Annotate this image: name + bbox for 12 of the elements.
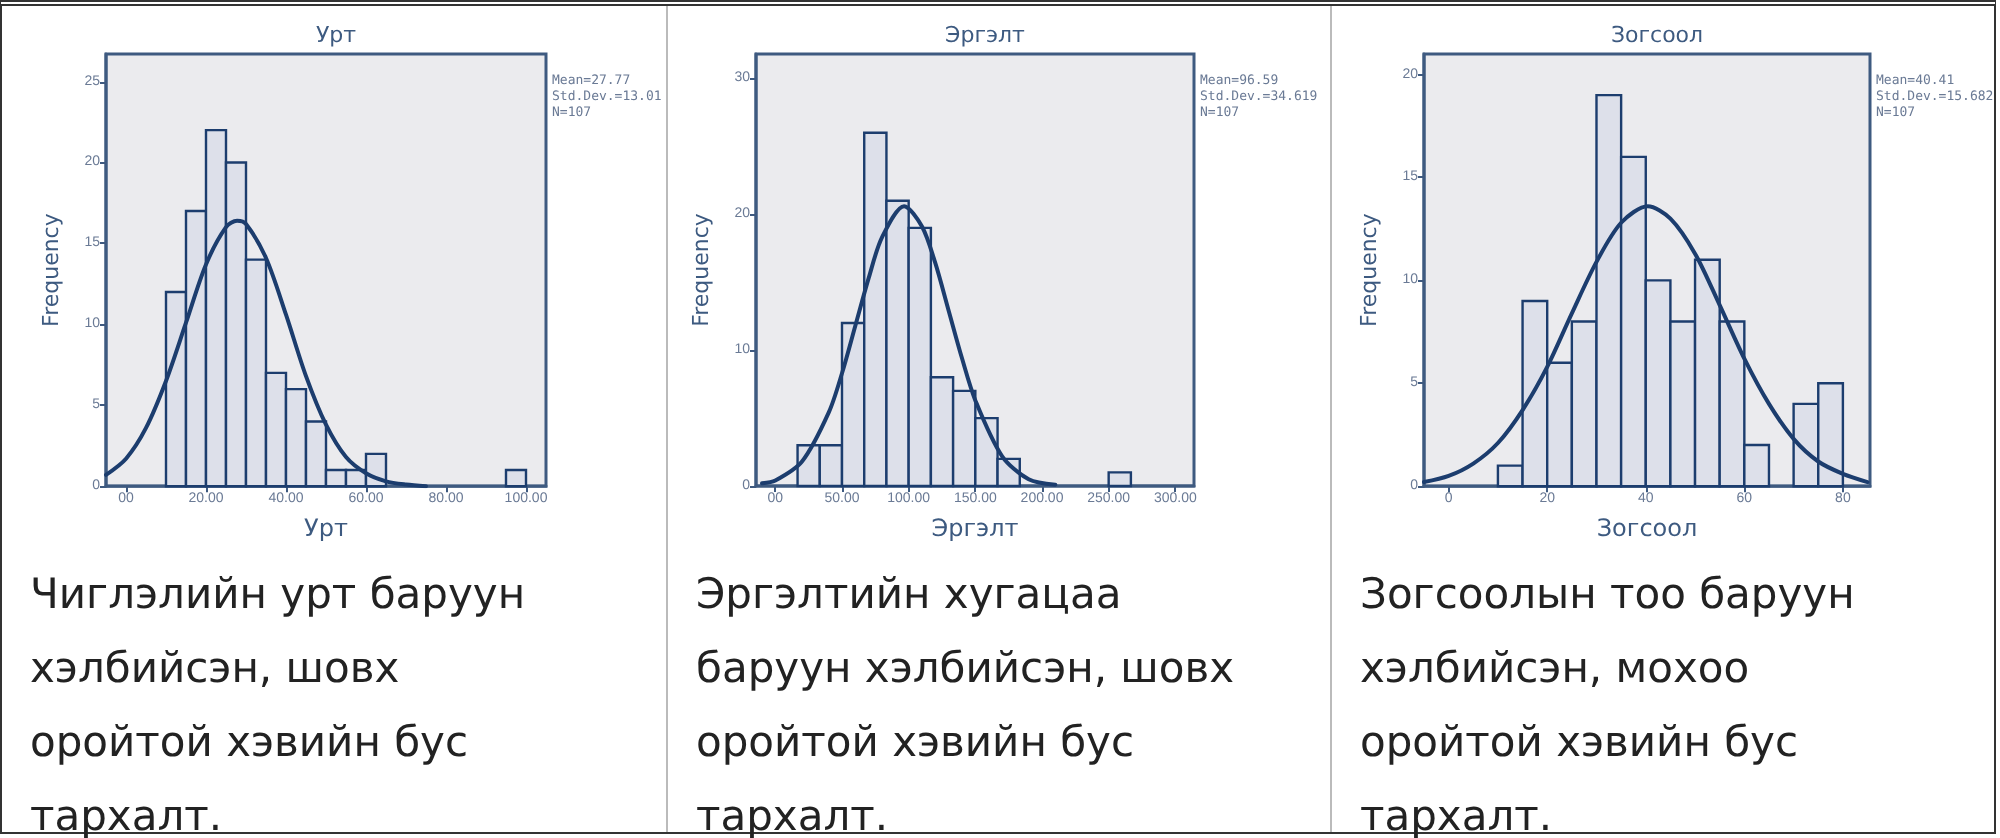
x-axis-title: Зогсоол [1596,514,1698,542]
chart-title: Эргэлт [945,22,1027,48]
text: Зогсоолын тоо баруун хэлбийсэн, мохоо оройтой хэвийн бус тархалт. [1360,568,1857,838]
y-axis-title: Frequency [1356,212,1382,327]
y-axis-title: Frequency [38,212,64,327]
chart-title: Зогсоол [1610,22,1704,48]
text: Эргэлтийн хугацаа баруун хэлбийсэн, шовх оройтой хэвийн бус тархалт. [696,568,1237,838]
text: Чиглэлийн урт баруун хэлбийсэн, шовх оройтой хэвийн бус тархалт. [30,568,528,838]
x-axis-title: Эргэлт [931,513,1019,542]
chart-title: Урт [315,22,358,48]
x-axis-title: Урт [304,514,348,542]
y-axis-title: Frequency [688,212,714,327]
